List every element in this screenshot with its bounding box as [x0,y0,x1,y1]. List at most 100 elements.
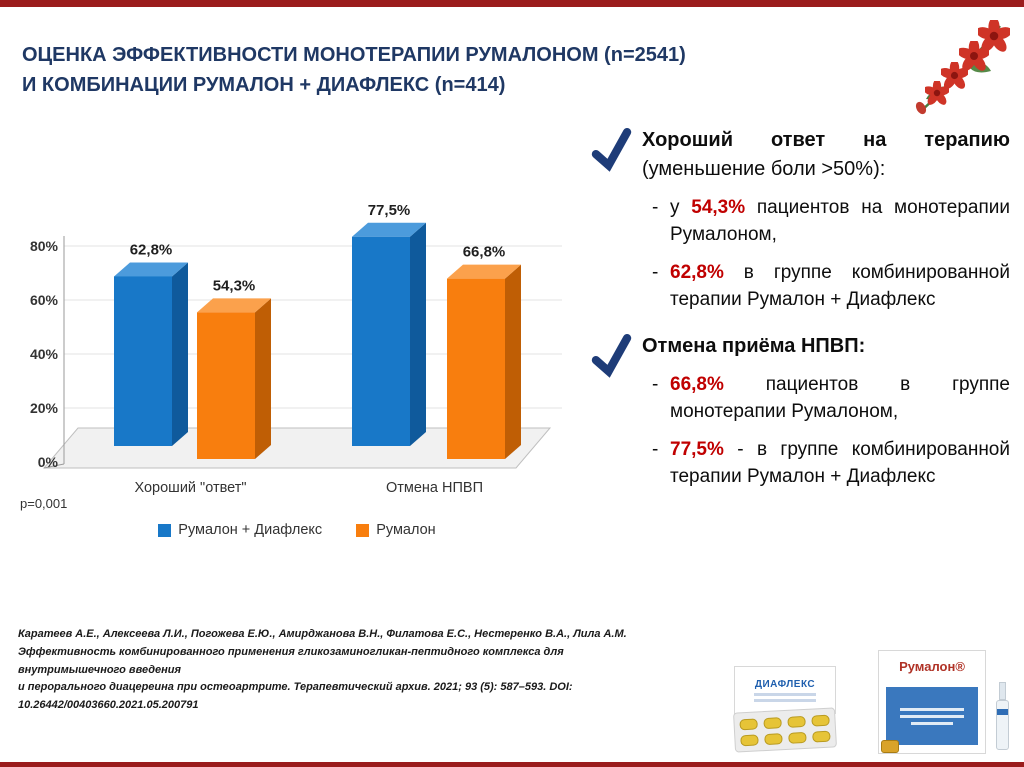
ampoule-icon [996,682,1009,750]
flower-icon [915,20,1010,115]
legend-swatch-orange [356,523,370,537]
bar [114,276,172,446]
page-title: ОЦЕНКА ЭФФЕКТИВНОСТИ МОНОТЕРАПИИ РУМАЛОН… [22,40,802,100]
bar-value-label: 77,5% [368,202,411,219]
pill [812,730,831,743]
pill [788,731,807,744]
section-nsaid-text: Отмена приёма НПВП: - 66,8% пациентов в … [642,332,1010,491]
bar-side [172,262,188,446]
checkmark-icon [590,332,636,491]
citation-title: Эффективность комбинированного применени… [18,645,564,676]
bullet-post: пациентов в группе монотерапии Румалоном… [670,373,1010,422]
box-text-line [899,707,965,711]
page-title-line2: И КОМБИНАЦИИ РУМАЛОН + ДИАФЛЕКС (n=414) [22,74,506,96]
legend-swatch-blue [158,523,172,537]
citation-journal-doi: и перорального диацереина при остеоартри… [18,681,573,712]
bottom-red-border [0,762,1024,767]
legend-item-mono: Румалон [356,522,436,538]
box-text-line [899,714,965,718]
diaflex-box: ДИАФЛЕКС [734,666,836,714]
bullet-dash: - [652,197,659,218]
bar-value-label: 54,3% [213,277,256,294]
bullet-62: - 62,8% в группе комбинированной терапии… [652,260,1010,314]
bullet-text: 77,5% - в группе комбинированной терапии… [670,437,1010,491]
category-label: Отмена НПВП [386,480,483,496]
diaflex-label: ДИАФЛЕКС [754,678,816,690]
heading-bold: Отмена приёма НПВП: [642,334,866,357]
y-axis-foot [43,463,65,469]
section-heading: Отмена приёма НПВП: [642,332,1010,361]
pill [763,716,782,729]
diaflex-box-line [754,692,816,696]
legend-label-combo: Румалон + Диафлекс [178,522,323,538]
bar-top [114,262,188,277]
bullet-post: пациентов на монотерапии Румалоном, [670,197,1011,245]
y-tick-label: 40% [30,346,59,362]
legend-item-combo: Румалон + Диафлекс [158,522,322,538]
citation-authors: Каратеев А.Е., Алексеева Л.И., Погожева … [18,628,627,640]
y-tick-label: 20% [30,400,59,416]
right-panel: Хороший ответ на терапию (уменьшение бол… [590,126,1020,491]
bar-side [255,298,271,459]
product-rumalon-image: Румалон® [878,650,1014,758]
rumalon-box: Румалон® [878,650,986,754]
checkmark-icon [590,126,636,314]
capsule-icon [881,740,899,753]
bullet-post: в группе комбинированной терапии Румалон… [670,261,1010,310]
rumalon-box-panel [886,687,978,745]
page-title-line1: ОЦЕНКА ЭФФЕКТИВНОСТИ МОНОТЕРАПИИ РУМАЛОН… [22,44,686,66]
pill [811,714,830,727]
section-good-response: Хороший ответ на терапию (уменьшение бол… [590,126,1020,314]
bullet-66: - 66,8% пациентов в группе монотерапии Р… [652,372,1010,426]
citation: Каратеев А.Е., Алексеева Л.И., Погожева … [18,626,658,715]
category-label: Хороший "ответ" [134,480,246,496]
bullet-dash: - [652,438,659,460]
ampoule-body [996,700,1009,750]
bar [352,236,410,446]
flower-decoration [912,20,1012,120]
bullet-dash: - [652,373,659,395]
bar-side [505,264,521,459]
bar-side [410,222,426,446]
pill [740,733,759,746]
pill [764,732,783,745]
bar-value-label: 62,8% [130,241,173,258]
bullet-value: 77,5% [670,438,724,460]
y-tick-label: 80% [30,238,59,254]
bar [197,312,255,459]
y-tick-label: 60% [30,292,59,308]
pill [787,715,806,728]
ampoule-neck [998,682,1006,700]
bullet-text: 62,8% в группе комбинированной терапии Р… [670,260,1010,314]
bullet-value: 66,8% [670,373,724,395]
ampoule-band [997,709,1008,715]
bar-chart: 0% 20% 40% 60% 80% 62,8% 54,3% Хороший "ответ" 7… [20,202,562,511]
heading-normal: (уменьшение боли >50%): [642,158,886,180]
pill-blister [733,707,837,753]
top-red-border [0,0,1024,7]
bar [447,278,505,459]
bar-top [352,222,426,237]
bullet-dash: - [652,261,659,283]
box-text-line [911,721,953,725]
product-diaflex-image: ДИАФЛЕКС [733,666,842,753]
chart-legend: Румалон + Диафлекс Румалон [16,522,578,538]
bullet-post: - в группе комбинированной терапии Румал… [670,438,1010,487]
bullet-text: у 54,3% пациентов на монотерапии Румалон… [670,195,1010,249]
chart-section: 0% 20% 40% 60% 80% 62,8% 54,3% Хороший "ответ" 7… [16,196,578,538]
bar-top [197,298,271,313]
bullet-pre: у [670,197,692,218]
bullet-value: 54,3% [691,197,746,218]
y-tick-label: 0% [38,454,59,470]
section-nsaid-withdrawal: Отмена приёма НПВП: - 66,8% пациентов в … [590,332,1020,491]
bar-value-label: 66,8% [463,244,506,261]
bullet-77: - 77,5% - в группе комбинированной терап… [652,437,1010,491]
pill [739,717,758,730]
p-value-label: p=0,001 [20,496,67,511]
bullet-value: 62,8% [670,261,724,283]
bullet-54: - у 54,3% пациентов на монотерапии Румал… [652,195,1010,249]
section-heading: Хороший ответ на терапию (уменьшение бол… [642,126,1010,184]
bar-top [447,264,521,279]
legend-label-mono: Румалон [376,522,436,538]
